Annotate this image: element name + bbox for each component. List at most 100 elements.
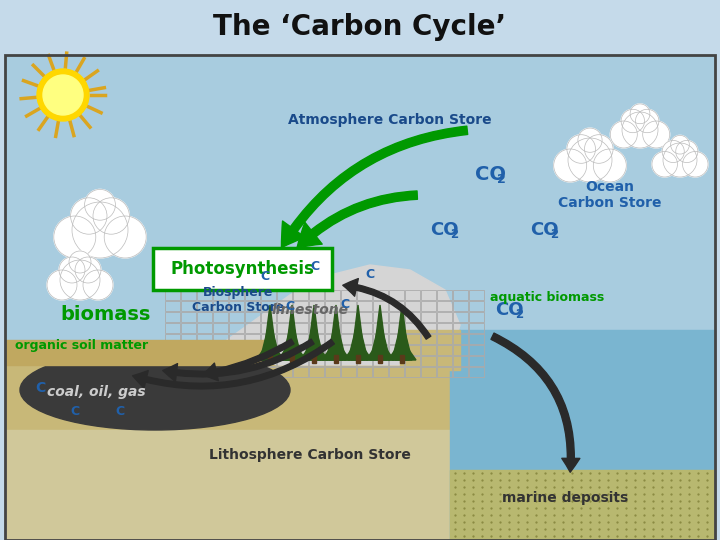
Bar <box>405 312 420 322</box>
Bar <box>165 334 180 344</box>
Bar <box>181 356 196 366</box>
Bar <box>293 356 308 366</box>
Bar <box>373 345 388 355</box>
Bar <box>309 334 324 344</box>
Bar <box>453 312 468 322</box>
Bar <box>469 301 484 311</box>
Text: CO: CO <box>495 301 523 319</box>
Bar <box>165 323 180 333</box>
Text: C: C <box>365 268 374 281</box>
Bar <box>421 345 436 355</box>
Bar <box>293 345 308 355</box>
Bar <box>325 345 340 355</box>
Bar <box>293 312 308 322</box>
Bar <box>245 367 260 377</box>
Bar <box>293 301 308 311</box>
Circle shape <box>643 121 670 148</box>
Bar <box>309 301 324 311</box>
Bar <box>325 301 340 311</box>
Bar <box>277 356 292 366</box>
Text: Ocean
Carbon Store: Ocean Carbon Store <box>558 180 662 210</box>
Bar <box>277 334 292 344</box>
Bar <box>325 290 340 300</box>
Bar <box>341 301 356 311</box>
Polygon shape <box>400 330 460 370</box>
Bar <box>357 301 372 311</box>
Bar <box>5 355 715 540</box>
Text: Atmosphere Carbon Store: Atmosphere Carbon Store <box>288 113 492 127</box>
Bar <box>405 345 420 355</box>
Text: C: C <box>285 300 294 313</box>
Polygon shape <box>322 340 350 360</box>
Bar <box>437 367 452 377</box>
Bar <box>229 301 244 311</box>
Polygon shape <box>278 340 306 360</box>
Bar <box>405 367 420 377</box>
Circle shape <box>54 216 96 258</box>
Text: CO: CO <box>530 221 559 239</box>
Bar <box>373 290 388 300</box>
Bar <box>277 367 292 377</box>
Bar <box>453 345 468 355</box>
Bar <box>213 367 228 377</box>
Bar <box>213 301 228 311</box>
Polygon shape <box>304 320 324 360</box>
FancyArrowPatch shape <box>343 279 431 339</box>
Circle shape <box>621 109 644 133</box>
Circle shape <box>554 149 587 182</box>
Circle shape <box>75 257 101 283</box>
Bar <box>181 334 196 344</box>
Bar <box>229 334 244 344</box>
Bar <box>309 345 324 355</box>
Bar <box>213 290 228 300</box>
Polygon shape <box>370 320 390 360</box>
Bar <box>357 367 372 377</box>
Bar <box>229 323 244 333</box>
Circle shape <box>683 152 708 177</box>
Bar <box>421 356 436 366</box>
Bar <box>5 430 715 540</box>
Bar <box>341 323 356 333</box>
Bar <box>165 301 180 311</box>
Polygon shape <box>282 320 302 360</box>
Bar <box>277 323 292 333</box>
Polygon shape <box>285 305 299 360</box>
Text: 2: 2 <box>550 228 558 241</box>
Bar <box>421 312 436 322</box>
Bar <box>453 356 468 366</box>
Bar <box>373 323 388 333</box>
Bar <box>469 345 484 355</box>
Bar <box>373 312 388 322</box>
Bar <box>437 312 452 322</box>
Bar <box>181 323 196 333</box>
Bar <box>341 345 356 355</box>
Bar <box>389 334 404 344</box>
Text: limestone: limestone <box>271 303 348 317</box>
Bar <box>421 290 436 300</box>
Bar <box>268 355 272 363</box>
Bar <box>229 356 244 366</box>
Bar <box>437 345 452 355</box>
Text: 2: 2 <box>497 173 505 186</box>
Polygon shape <box>256 340 284 360</box>
Bar <box>469 334 484 344</box>
Bar <box>357 290 372 300</box>
Bar <box>453 323 468 333</box>
Text: coal, oil, gas: coal, oil, gas <box>47 385 145 399</box>
Bar <box>357 356 372 366</box>
Bar <box>453 367 468 377</box>
Bar <box>453 290 468 300</box>
Text: Lithosphere Carbon Store: Lithosphere Carbon Store <box>209 448 411 462</box>
Text: aquatic biomass: aquatic biomass <box>490 292 604 305</box>
Circle shape <box>663 143 697 177</box>
Circle shape <box>652 152 678 177</box>
Polygon shape <box>344 340 372 360</box>
Bar <box>245 323 260 333</box>
Bar <box>293 290 308 300</box>
Bar <box>213 356 228 366</box>
Circle shape <box>636 109 659 133</box>
Text: Biosphere
Carbon Store: Biosphere Carbon Store <box>192 286 284 314</box>
Bar <box>5 55 715 540</box>
Bar <box>421 367 436 377</box>
Circle shape <box>72 202 128 258</box>
